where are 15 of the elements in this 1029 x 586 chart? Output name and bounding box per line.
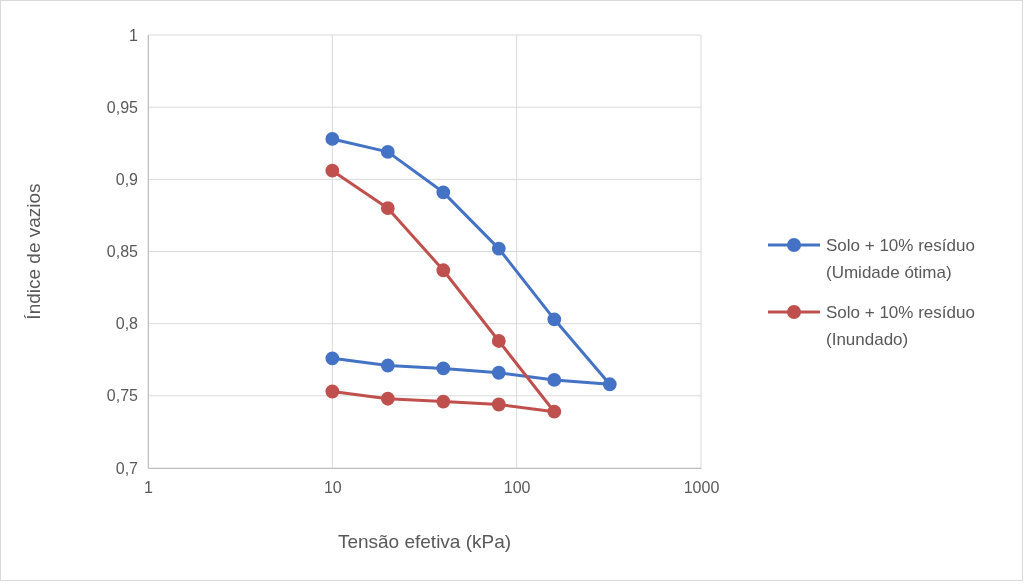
x-tick-label: 10 — [323, 479, 342, 497]
y-tick-label: 0,95 — [106, 98, 139, 116]
y-tick-label: 0,8 — [115, 315, 139, 333]
x-tick-label: 1000 — [683, 479, 720, 497]
y-tick-label: 0,85 — [106, 243, 139, 261]
x-tick-label: 1 — [144, 479, 154, 497]
y-tick-label: 0,75 — [106, 387, 139, 405]
legend-label: Solo + 10% resíduo (Umidade ótima) — [826, 236, 975, 282]
y-axis-title: Índice de vazios — [23, 183, 44, 320]
y-tick-label: 0,7 — [115, 459, 139, 477]
x-axis-title: Tensão efetiva (kPa) — [337, 531, 512, 552]
y-tick-label: 1 — [129, 26, 139, 44]
legend-label: Solo + 10% resíduo (Inundado) — [826, 303, 975, 349]
y-tick-label: 0,9 — [115, 170, 139, 188]
x-tick-label: 100 — [503, 479, 531, 497]
